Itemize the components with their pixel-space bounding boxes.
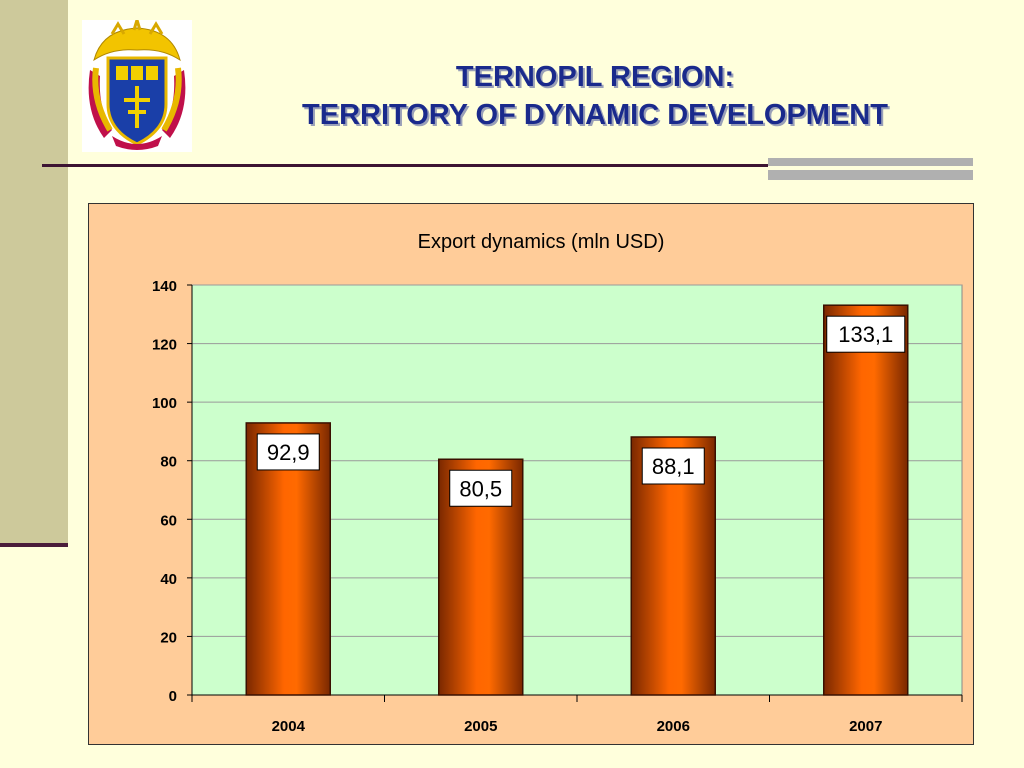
data-label: 80,5 — [459, 476, 502, 501]
data-label: 88,1 — [652, 454, 695, 479]
y-tick-label: 60 — [160, 512, 177, 529]
data-label: 133,1 — [838, 322, 893, 347]
slide-title-line-2: TERRITORY OF DYNAMIC DEVELOPMENT — [302, 99, 888, 131]
data-label-box — [641, 447, 705, 485]
x-tick-label: 2007 — [849, 718, 882, 735]
chart-title: Export dynamics (mln USD) — [418, 231, 665, 253]
slide-title-line-1: TERNOPIL REGION: — [455, 61, 735, 93]
y-tick-label: 20 — [160, 629, 177, 646]
data-label: 92,9 — [267, 440, 310, 465]
data-label-box — [826, 315, 906, 353]
ternopil-coat-of-arms-logo — [82, 14, 192, 152]
y-tick-label: 80 — [160, 454, 177, 471]
y-tick-label: 140 — [152, 278, 177, 295]
left-divider — [0, 543, 68, 547]
y-tick-label: 100 — [152, 395, 177, 412]
x-tick-label: 2004 — [272, 718, 306, 735]
export-bar-chart: Export dynamics (mln USD) 0 20 40 60 80 100 12… — [152, 231, 963, 735]
data-label-box — [449, 469, 513, 507]
left-decor-band — [0, 0, 68, 546]
slide-title: TERNOPIL REGION: TERRITORY OF DYNAMIC DE… — [200, 58, 990, 134]
y-tick-label: 0 — [169, 688, 177, 705]
x-tick-label: 2006 — [657, 718, 690, 735]
y-tick-label: 40 — [160, 571, 177, 588]
data-label-box — [256, 433, 320, 471]
decor-grey-bars — [768, 158, 973, 180]
bar-2007 — [823, 304, 909, 696]
title-divider — [42, 164, 770, 167]
chart-frame: Export dynamics (mln USD) 0 20 40 60 80 100 12… — [88, 203, 974, 745]
y-tick-label: 120 — [152, 337, 177, 354]
x-tick-label: 2005 — [464, 718, 497, 735]
